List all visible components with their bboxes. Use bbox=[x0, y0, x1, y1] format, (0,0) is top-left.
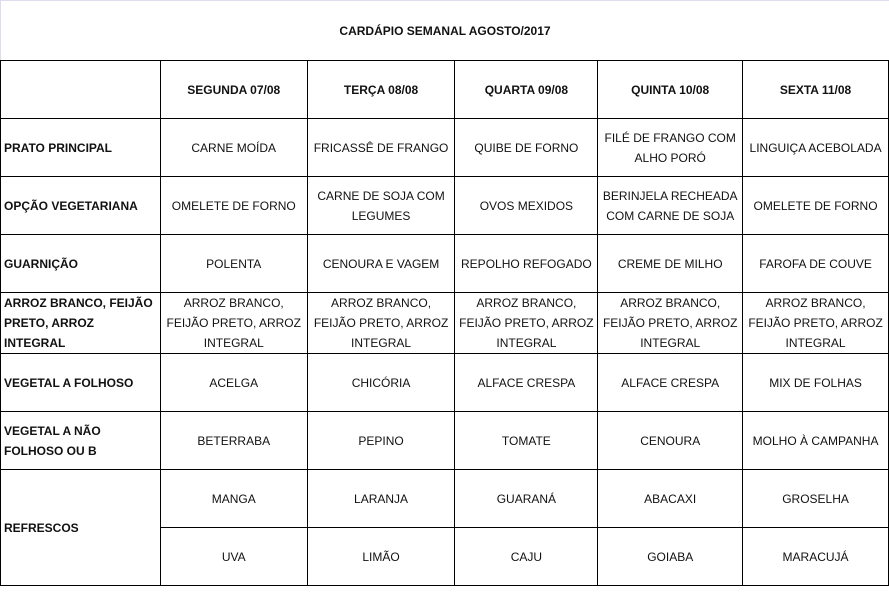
menu-cell: MARACUJÁ bbox=[742, 527, 889, 586]
menu-cell: GOIABA bbox=[597, 527, 744, 586]
table-row: GUARNIÇÃO POLENTA CENOURA E VAGEM REPOLHO R… bbox=[0, 234, 889, 293]
menu-cell: CAJU bbox=[454, 527, 599, 586]
menu-cell: CENOURA E VAGEM bbox=[306, 234, 456, 293]
table-row: OPÇÃO VEGETARIANA OMELETE DE FORNO CARNE D… bbox=[0, 176, 889, 235]
menu-cell: BERINJELA RECHEADA COM CARNE DE SOJA bbox=[597, 176, 744, 235]
table-row: VEGETAL A NÃO FOLHOSO OU B BETERRABA PEPIN… bbox=[0, 411, 889, 470]
corner-cell bbox=[0, 60, 161, 119]
menu-cell: BETERRABA bbox=[159, 411, 308, 470]
menu-cell: OMELETE DE FORNO bbox=[742, 176, 889, 235]
menu-cell: MANGA bbox=[159, 469, 308, 528]
menu-cell: OMELETE DE FORNO bbox=[159, 176, 308, 235]
menu-cell: ARROZ BRANCO, FEIJÃO PRETO, ARROZ INTEGR… bbox=[742, 292, 889, 354]
menu-cell: CHICÓRIA bbox=[306, 353, 456, 412]
row-label: REFRESCOS bbox=[0, 469, 161, 586]
menu-cell: MOLHO À CAMPANHA bbox=[742, 411, 889, 470]
menu-cell: REPOLHO REFOGADO bbox=[454, 234, 599, 293]
menu-cell: OVOS MEXIDOS bbox=[454, 176, 599, 235]
menu-cell: GROSELHA bbox=[742, 469, 889, 528]
menu-cell: GUARANÁ bbox=[454, 469, 599, 528]
row-label: OPÇÃO VEGETARIANA bbox=[0, 176, 161, 235]
menu-cell: FAROFA DE COUVE bbox=[742, 234, 889, 293]
menu-cell: ARROZ BRANCO, FEIJÃO PRETO, ARROZ INTEGR… bbox=[159, 292, 308, 354]
menu-cell: ARROZ BRANCO, FEIJÃO PRETO, ARROZ INTEGR… bbox=[306, 292, 456, 354]
table-row: ARROZ BRANCO, FEIJÃO PRETO, ARROZ INTEGR… bbox=[0, 292, 889, 354]
menu-cell: CARNE DE SOJA COM LEGUMES bbox=[306, 176, 456, 235]
row-label: VEGETAL A NÃO FOLHOSO OU B bbox=[0, 411, 161, 470]
menu-cell: CREME DE MILHO bbox=[597, 234, 744, 293]
table-row: REFRESCOS MANGA LARANJA GUARANÁ ABACAXI GROSE… bbox=[0, 469, 889, 586]
menu-cell: LINGUIÇA ACEBOLADA bbox=[742, 118, 889, 177]
day-header: QUINTA 10/08 bbox=[597, 60, 744, 119]
table-row: UVA LIMÃO CAJU GOIABA MARACUJÁ bbox=[1, 527, 889, 586]
row-label: GUARNIÇÃO bbox=[0, 234, 161, 293]
day-header: QUARTA 09/08 bbox=[454, 60, 599, 119]
menu-cell: ARROZ BRANCO, FEIJÃO PRETO, ARROZ INTEGR… bbox=[597, 292, 744, 354]
menu-cell: LIMÃO bbox=[306, 527, 456, 586]
menu-cell: ACELGA bbox=[159, 353, 308, 412]
menu-cell: PEPINO bbox=[306, 411, 456, 470]
menu-cell: CENOURA bbox=[597, 411, 744, 470]
day-header: SEXTA 11/08 bbox=[742, 60, 889, 119]
row-label: PRATO PRINCIPAL bbox=[0, 118, 161, 177]
menu-cell: MIX DE FOLHAS bbox=[742, 353, 889, 412]
menu-cell: QUIBE DE FORNO bbox=[454, 118, 599, 177]
menu-cell: POLENTA bbox=[159, 234, 308, 293]
menu-cell: ALFACE CRESPA bbox=[454, 353, 599, 412]
menu-table: SEGUNDA 07/08 TERÇA 08/08 QUARTA 09/08 QUIN… bbox=[0, 60, 889, 586]
table-row: PRATO PRINCIPAL CARNE MOÍDA FRICASSÊ DE FR… bbox=[0, 118, 889, 177]
page-title: CARDÁPIO SEMANAL AGOSTO/2017 bbox=[0, 0, 889, 60]
menu-cell: ABACAXI bbox=[597, 469, 744, 528]
menu-cell: LARANJA bbox=[306, 469, 456, 528]
table-row: VEGETAL A FOLHOSO ACELGA CHICÓRIA ALFACE CR… bbox=[0, 353, 889, 412]
row-label: VEGETAL A FOLHOSO bbox=[0, 353, 161, 412]
menu-cell: UVA bbox=[159, 527, 308, 586]
menu-cell: ARROZ BRANCO, FEIJÃO PRETO, ARROZ INTEGR… bbox=[454, 292, 599, 354]
menu-cell: CARNE MOÍDA bbox=[159, 118, 308, 177]
menu-cell: FRICASSÊ DE FRANGO bbox=[306, 118, 456, 177]
menu-cell: FILÉ DE FRANGO COM ALHO PORÓ bbox=[597, 118, 744, 177]
row-label: ARROZ BRANCO, FEIJÃO PRETO, ARROZ INTEGR… bbox=[0, 292, 161, 354]
menu-cell: ALFACE CRESPA bbox=[597, 353, 744, 412]
day-header: SEGUNDA 07/08 bbox=[159, 60, 308, 119]
day-header: TERÇA 08/08 bbox=[306, 60, 456, 119]
menu-cell: TOMATE bbox=[454, 411, 599, 470]
header-row: SEGUNDA 07/08 TERÇA 08/08 QUARTA 09/08 QUIN… bbox=[0, 60, 889, 119]
